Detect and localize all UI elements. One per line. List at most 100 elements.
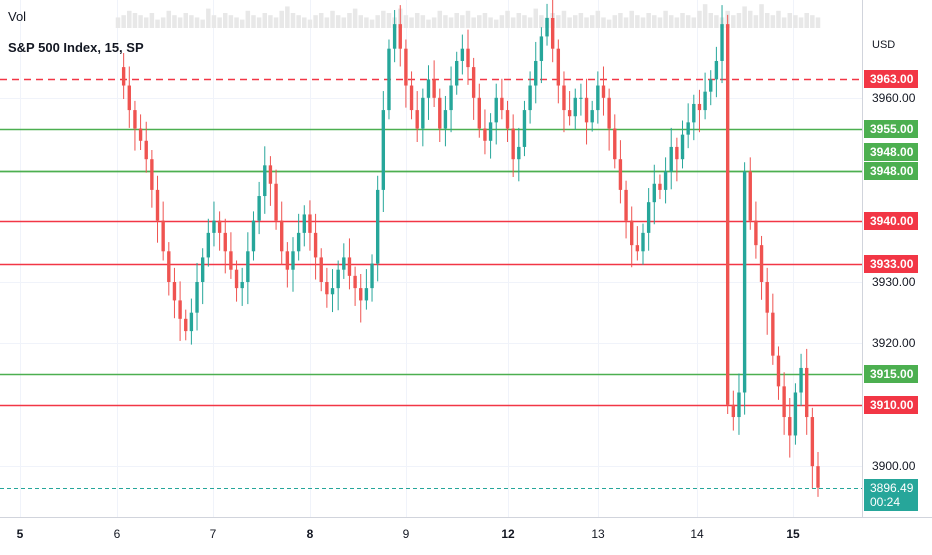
candle-body bbox=[342, 257, 346, 270]
candle-body bbox=[285, 251, 290, 270]
price-tick-label: 3960.00 bbox=[872, 91, 916, 105]
candle-body bbox=[635, 245, 640, 252]
volume-bar bbox=[352, 8, 358, 28]
volume-bar bbox=[166, 10, 172, 29]
volume-bar bbox=[567, 17, 572, 28]
candle-body bbox=[155, 189, 160, 221]
volume-bar bbox=[296, 15, 301, 28]
candle-body bbox=[257, 196, 261, 221]
price-label-text: 3963.00 bbox=[870, 72, 914, 86]
volume-bar bbox=[629, 10, 634, 29]
candle-body bbox=[466, 48, 470, 68]
candle-body bbox=[663, 171, 668, 190]
volume-bar bbox=[279, 10, 284, 29]
volume-bar bbox=[493, 19, 499, 28]
candle-body bbox=[471, 67, 476, 98]
candle-body bbox=[776, 355, 781, 387]
candle-body bbox=[195, 281, 199, 313]
price-label-text: 3915.00 bbox=[870, 367, 914, 381]
candle-body bbox=[567, 110, 572, 117]
price-label-box bbox=[864, 70, 918, 88]
candle-body bbox=[500, 97, 504, 111]
volume-bar bbox=[206, 8, 211, 28]
candle-body bbox=[534, 60, 538, 86]
candle-body bbox=[737, 392, 741, 418]
candle-body bbox=[731, 404, 736, 418]
candle-body bbox=[268, 165, 273, 184]
candle-body bbox=[409, 85, 414, 111]
volume-bar bbox=[759, 4, 764, 28]
candle-body bbox=[302, 214, 306, 233]
candle-body bbox=[613, 128, 617, 160]
volume-bar bbox=[409, 17, 414, 28]
candle-body bbox=[274, 183, 278, 221]
volume-bar bbox=[477, 15, 482, 28]
time-tick-label: 7 bbox=[210, 527, 217, 541]
price-label-text: 3955.00 bbox=[870, 122, 914, 136]
candle-body bbox=[144, 140, 148, 160]
candle-body bbox=[754, 220, 758, 246]
volume-bar bbox=[618, 13, 623, 28]
series-title[interactable]: S&P 500 Index, 15, SP bbox=[8, 40, 144, 55]
volume-bar bbox=[465, 10, 471, 29]
price-label-box bbox=[864, 365, 918, 383]
candle-body bbox=[771, 312, 775, 356]
candle-body bbox=[630, 220, 634, 246]
candle-body bbox=[189, 312, 194, 332]
candle-body bbox=[539, 36, 544, 61]
price-level-labels: 3963.00 3955.00 3948.00 3948.00 3940.00 3933.… bbox=[864, 70, 918, 511]
candle-body bbox=[562, 85, 566, 111]
volume-bar bbox=[668, 15, 674, 28]
candle-body bbox=[167, 251, 171, 282]
candle-body bbox=[680, 134, 685, 160]
volume-bar bbox=[155, 19, 160, 28]
axes: USD bbox=[0, 0, 932, 518]
candles bbox=[121, 0, 820, 497]
candle-body bbox=[596, 85, 600, 111]
volume-bar bbox=[623, 17, 629, 28]
candle-body bbox=[714, 60, 719, 80]
candle-body bbox=[387, 48, 391, 111]
volume-bar bbox=[815, 17, 821, 28]
volume-bar bbox=[640, 17, 646, 28]
volume-bar bbox=[482, 13, 488, 28]
candle-body bbox=[483, 128, 487, 141]
volume-bar bbox=[335, 15, 341, 28]
volume-bar bbox=[381, 10, 386, 29]
volume-bar bbox=[657, 17, 663, 28]
candle-body bbox=[697, 103, 702, 111]
candle-body bbox=[816, 466, 820, 488]
price-label-text: 3940.00 bbox=[870, 214, 914, 228]
volume-bar bbox=[358, 15, 363, 28]
candle-body bbox=[223, 232, 227, 252]
horizontal-levels bbox=[0, 78, 862, 489]
grid bbox=[0, 0, 862, 517]
volume-bar bbox=[787, 13, 793, 28]
volume-bar bbox=[138, 15, 143, 28]
volume-bar bbox=[341, 17, 347, 28]
price-label-box bbox=[864, 120, 918, 138]
volume-bar bbox=[454, 13, 459, 28]
volume-bar bbox=[386, 13, 392, 28]
candle-body bbox=[511, 128, 515, 160]
volume-bar bbox=[313, 15, 318, 28]
candle-body bbox=[330, 288, 335, 295]
volume-bar bbox=[798, 17, 804, 28]
price-tick-label: 3900.00 bbox=[872, 459, 916, 473]
candle-body bbox=[347, 257, 352, 276]
volume-bar bbox=[748, 10, 753, 29]
candle-body bbox=[184, 318, 188, 332]
volume-bar bbox=[177, 17, 183, 28]
candle-body bbox=[200, 257, 205, 282]
volume-bar bbox=[160, 17, 166, 28]
time-tick-label: 15 bbox=[786, 527, 800, 541]
volume-bar bbox=[539, 15, 544, 28]
volume-bar bbox=[714, 15, 719, 28]
candle-body bbox=[398, 24, 402, 49]
candle-body bbox=[234, 269, 239, 289]
price-label-box bbox=[864, 212, 918, 230]
candle-body bbox=[280, 220, 284, 252]
price-label-text: 3948.00 bbox=[870, 164, 914, 178]
